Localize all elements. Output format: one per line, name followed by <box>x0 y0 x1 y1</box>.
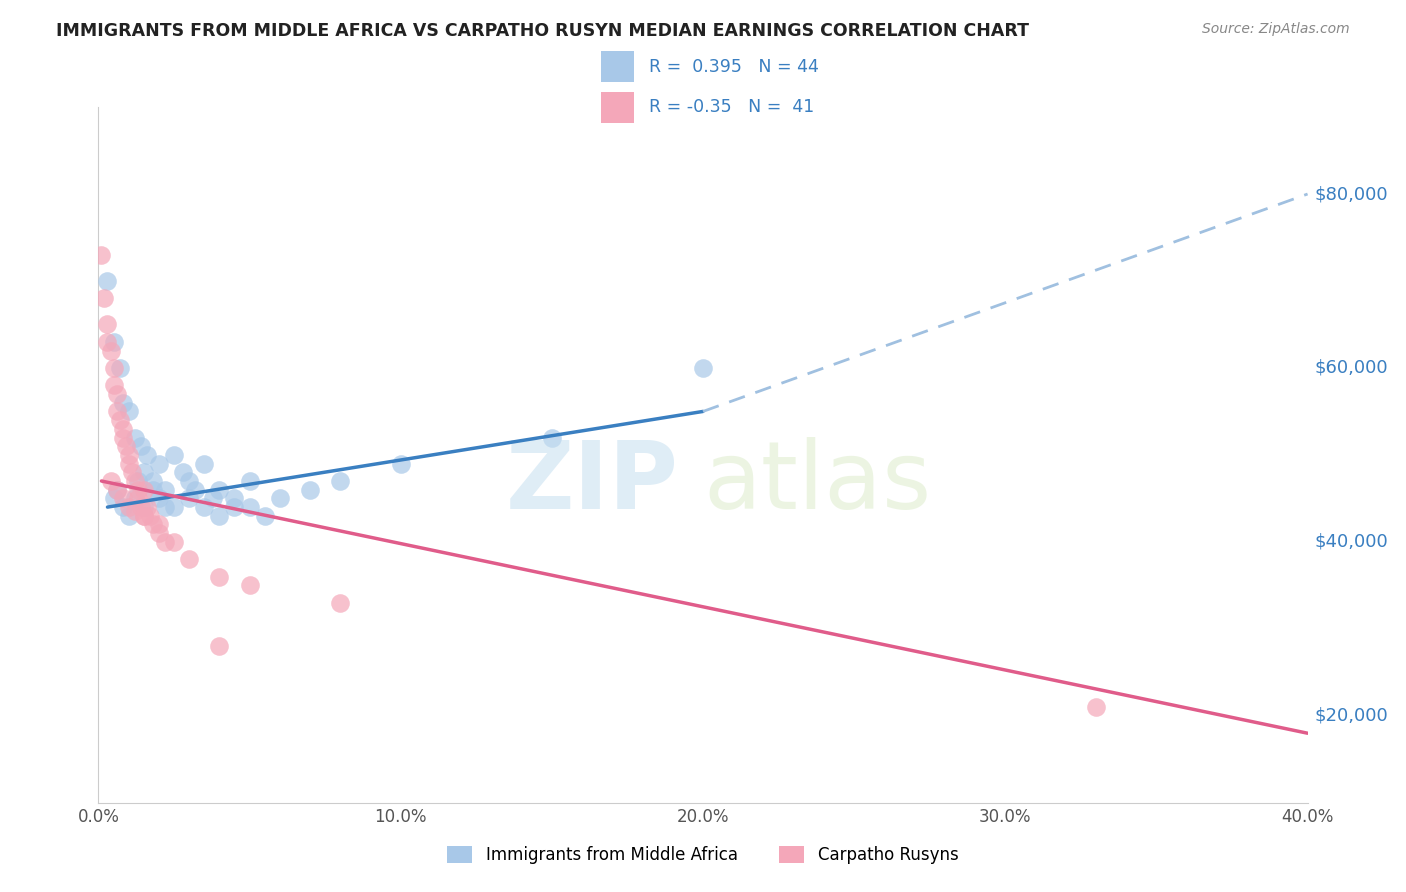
Point <box>132 466 155 480</box>
Point <box>132 508 155 523</box>
Point <box>105 387 128 401</box>
Point <box>108 361 131 376</box>
Point <box>127 491 149 506</box>
Text: Source: ZipAtlas.com: Source: ZipAtlas.com <box>1202 22 1350 37</box>
Point <box>202 491 225 506</box>
Point <box>105 483 128 497</box>
Point <box>118 500 141 514</box>
Point <box>93 291 115 305</box>
Point <box>142 517 165 532</box>
Point <box>329 596 352 610</box>
Point <box>208 639 231 653</box>
Point <box>139 508 162 523</box>
Point <box>193 457 215 471</box>
Point <box>208 483 231 497</box>
Legend: Immigrants from Middle Africa, Carpatho Rusyns: Immigrants from Middle Africa, Carpatho … <box>441 839 965 871</box>
Point <box>193 500 215 514</box>
Point <box>224 491 246 506</box>
Point <box>329 474 352 488</box>
Point <box>153 483 176 497</box>
Point <box>135 500 157 514</box>
Point <box>108 413 131 427</box>
Point <box>153 500 176 514</box>
Text: $20,000: $20,000 <box>1315 706 1388 725</box>
Point <box>239 474 262 488</box>
Point <box>132 483 155 497</box>
Point <box>135 448 157 462</box>
Point <box>148 491 170 506</box>
Text: $60,000: $60,000 <box>1315 359 1388 377</box>
Bar <box>602 92 634 122</box>
Point <box>148 526 170 541</box>
Point <box>124 504 146 518</box>
Point <box>299 483 322 497</box>
Point <box>132 508 155 523</box>
Bar <box>602 52 634 82</box>
Text: atlas: atlas <box>703 437 931 529</box>
Point <box>148 457 170 471</box>
Point <box>239 578 262 592</box>
Point <box>142 474 165 488</box>
Point <box>148 517 170 532</box>
Point <box>269 491 291 506</box>
Point <box>127 474 149 488</box>
Point <box>96 334 118 349</box>
Text: IMMIGRANTS FROM MIDDLE AFRICA VS CARPATHO RUSYN MEDIAN EARNINGS CORRELATION CHAR: IMMIGRANTS FROM MIDDLE AFRICA VS CARPATH… <box>56 22 1029 40</box>
Point <box>118 508 141 523</box>
Text: $40,000: $40,000 <box>1315 533 1388 551</box>
Point <box>124 431 146 445</box>
Point <box>105 483 128 497</box>
Point <box>253 508 276 523</box>
Point <box>163 500 186 514</box>
Point <box>692 361 714 376</box>
Point <box>103 491 125 506</box>
Point <box>90 248 112 262</box>
Point <box>129 500 152 514</box>
Point <box>389 457 412 471</box>
Point <box>124 474 146 488</box>
Point <box>118 448 141 462</box>
Point <box>111 500 134 514</box>
Point <box>224 500 246 514</box>
Point <box>239 500 262 514</box>
Point <box>540 431 562 445</box>
Point <box>118 457 141 471</box>
Point <box>142 483 165 497</box>
Point <box>103 334 125 349</box>
Point <box>172 466 194 480</box>
Point <box>179 552 201 566</box>
Point <box>114 439 136 453</box>
Point <box>124 491 146 506</box>
Text: R =  0.395   N = 44: R = 0.395 N = 44 <box>650 58 818 76</box>
Point <box>184 483 207 497</box>
Point <box>1085 700 1108 714</box>
Point <box>111 431 134 445</box>
Point <box>103 378 125 392</box>
Point <box>103 361 125 376</box>
Point <box>100 474 122 488</box>
Point <box>208 508 231 523</box>
Point <box>100 343 122 358</box>
Point <box>111 396 134 410</box>
Point <box>129 439 152 453</box>
Point <box>111 491 134 506</box>
Point <box>179 474 201 488</box>
Point <box>127 483 149 497</box>
Point <box>121 466 143 480</box>
Point <box>96 318 118 332</box>
Text: $80,000: $80,000 <box>1315 185 1388 203</box>
Point <box>132 500 155 514</box>
Point <box>179 491 201 506</box>
Point <box>118 404 141 418</box>
Point <box>96 274 118 288</box>
Point <box>163 448 186 462</box>
Point <box>105 404 128 418</box>
Point <box>163 534 186 549</box>
Point <box>208 570 231 584</box>
Point <box>111 422 134 436</box>
Point <box>153 534 176 549</box>
Text: R = -0.35   N =  41: R = -0.35 N = 41 <box>650 98 814 116</box>
Text: ZIP: ZIP <box>506 437 679 529</box>
